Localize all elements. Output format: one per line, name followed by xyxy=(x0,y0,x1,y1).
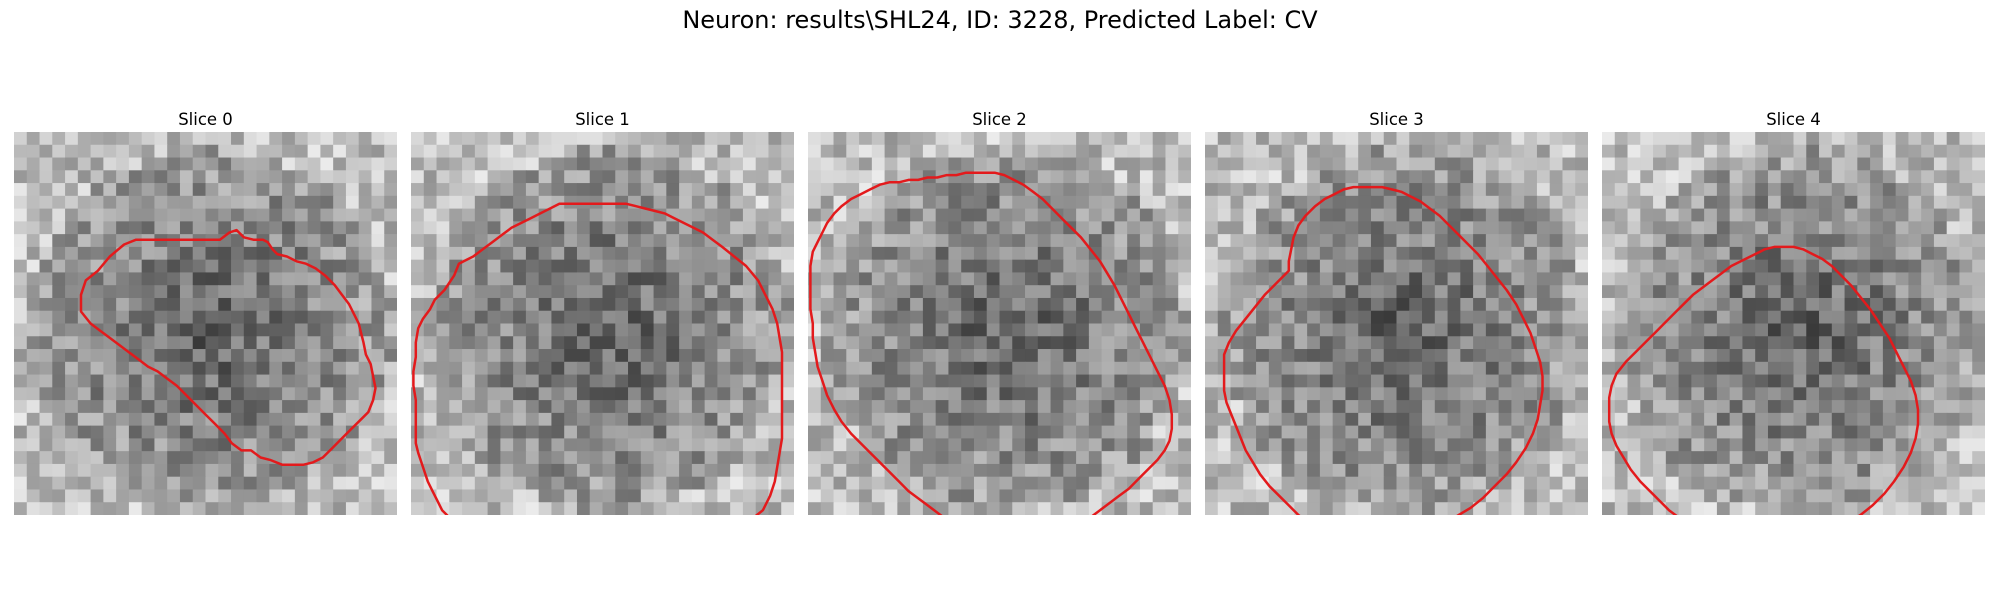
pixel-grid xyxy=(1205,132,1588,515)
slice-panel-1: Slice 1 xyxy=(411,108,794,515)
pixel-grid xyxy=(14,132,397,515)
segmentation-contour xyxy=(79,228,377,466)
segmentation-contour xyxy=(1222,185,1544,515)
slice-image-2 xyxy=(808,132,1191,515)
pixel-grid xyxy=(808,132,1191,515)
slice-title-3: Slice 3 xyxy=(1369,110,1424,129)
slice-title-4: Slice 4 xyxy=(1766,110,1821,129)
pixel-grid xyxy=(1602,132,1985,515)
slice-image-3 xyxy=(1205,132,1588,515)
slice-panel-0: Slice 0 xyxy=(14,108,397,515)
slice-panel-4: Slice 4 xyxy=(1602,108,1985,515)
slice-title-1: Slice 1 xyxy=(575,110,630,129)
slice-image-0 xyxy=(14,132,397,515)
slice-panel-2: Slice 2 xyxy=(808,108,1191,515)
segmentation-contour xyxy=(412,202,784,515)
slice-image-4 xyxy=(1602,132,1985,515)
pixel-grid xyxy=(411,132,794,515)
slice-title-2: Slice 2 xyxy=(972,110,1027,129)
figure-title: Neuron: results\SHL24, ID: 3228, Predict… xyxy=(682,6,1318,34)
segmentation-contour xyxy=(1607,245,1920,515)
slice-panel-3: Slice 3 xyxy=(1205,108,1588,515)
segmentation-contour xyxy=(809,171,1174,515)
slice-title-0: Slice 0 xyxy=(178,110,233,129)
slice-image-1 xyxy=(411,132,794,515)
